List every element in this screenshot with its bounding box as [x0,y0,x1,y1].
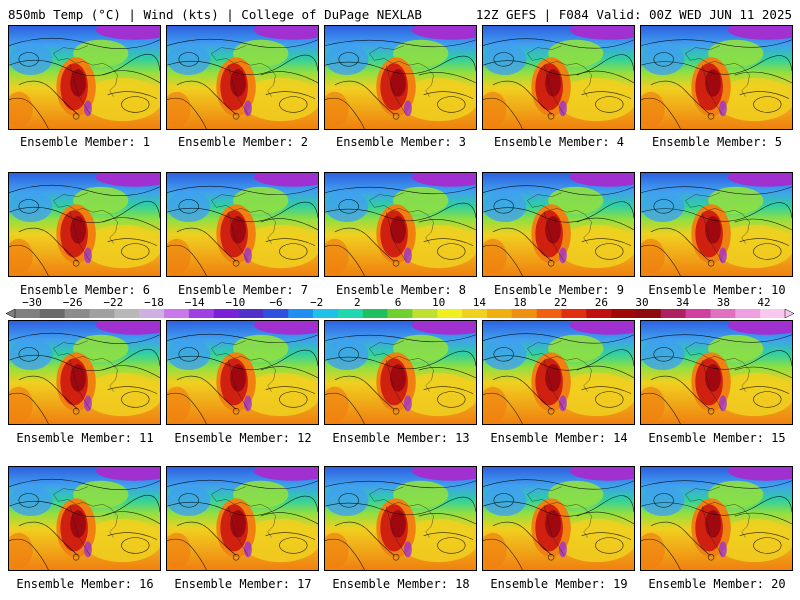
colorbar-swatch [437,309,463,318]
colorbar-swatch [313,309,339,318]
colorbar-swatch [511,309,537,318]
ensemble-member-label: Ensemble Member: 6 [19,283,151,297]
ensemble-member-label: Ensemble Member: 17 [174,577,312,591]
ensemble-map-panel [482,320,635,425]
ensemble-map-panel [640,466,793,571]
colorbar-swatch [39,309,65,318]
ensemble-member-label: Ensemble Member: 4 [493,135,625,149]
colorbar-swatch [238,309,264,318]
ensemble-member-label: Ensemble Member: 18 [332,577,470,591]
colorbar-swatch [263,309,289,318]
colorbar-swatch [710,309,736,318]
colorbar-swatch [114,309,140,318]
colorbar-swatch [213,309,239,318]
ensemble-map-panel [640,172,793,277]
colorbar-swatch [685,309,711,318]
ensemble-map-panel [166,320,319,425]
colorbar-swatch [15,309,41,318]
colorbar-swatch [412,309,438,318]
ensemble-map-panel [324,466,477,571]
colorbar-swatch [735,309,761,318]
colorbar-swatch [337,309,364,318]
colorbar-right-arrow [784,309,794,318]
colorbar-tick-label: −6 [269,296,283,309]
colorbar-tick-label: 26 [594,296,608,309]
colorbar-tick-label: 42 [757,296,771,309]
ensemble-member-label: Ensemble Member: 10 [648,283,786,297]
ensemble-map-panel [640,25,793,130]
ensemble-map-panel [640,320,793,425]
ensemble-map-panel [8,172,161,277]
colorbar-swatch [536,309,562,318]
colorbar-tick-label: 30 [635,296,649,309]
colorbar-tick-label: 2 [354,296,361,309]
colorbar-tick-label: −26 [62,296,83,309]
map-title: 850mb Temp (°C) | Wind (kts) | College o… [8,7,422,22]
ensemble-member-label: Ensemble Member: 19 [490,577,628,591]
ensemble-map-panel [482,172,635,277]
colorbar-tick-label: 34 [676,296,690,309]
ensemble-member-label: Ensemble Member: 16 [16,577,154,591]
ensemble-map-panel [324,320,477,425]
colorbar-swatch [611,309,637,318]
colorbar-swatch [288,309,314,318]
colorbar-swatch [586,309,612,318]
ensemble-member-label: Ensemble Member: 1 [19,135,151,149]
colorbar-swatch [561,309,587,318]
colorbar-swatch [188,309,215,318]
colorbar-tick-label: −10 [225,296,246,309]
colorbar-swatch [139,309,165,318]
colorbar-swatch [486,309,513,318]
ensemble-member-label: Ensemble Member: 14 [490,431,628,445]
ensemble-member-label: Ensemble Member: 11 [16,431,154,445]
colorbar-tick-label: −30 [22,296,42,309]
ensemble-member-label: Ensemble Member: 20 [648,577,786,591]
ensemble-map-panel [166,172,319,277]
ensemble-member-label: Ensemble Member: 8 [335,283,467,297]
ensemble-map-panel [8,320,161,425]
colorbar-swatch [462,309,488,318]
colorbar-swatch [635,309,662,318]
colorbar-tick-label: 6 [394,296,402,309]
ensemble-map-panel [324,172,477,277]
ensemble-map-panel [8,466,161,571]
colorbar-tick-label: −18 [144,296,164,309]
model-run-info: 12Z GEFS | F084 Valid: 00Z WED JUN 11 20… [475,7,792,22]
colorbar-swatch [760,309,786,318]
colorbar-tick-label: 14 [472,296,486,309]
colorbar-left-arrow [6,309,16,318]
ensemble-member-label: Ensemble Member: 2 [177,135,309,149]
colorbar-tick-label: −2 [310,296,324,309]
colorbar-tick-label: −22 [103,296,124,309]
colorbar-swatch [660,309,686,318]
colorbar-tick-label: 18 [513,296,527,309]
ensemble-map-panel [482,25,635,130]
ensemble-member-label: Ensemble Member: 7 [177,283,309,297]
colorbar-swatch [164,309,190,318]
colorbar-tick-label: 22 [554,296,568,309]
colorbar-swatch [387,309,413,318]
ensemble-map-panel [324,25,477,130]
ensemble-map-panel [482,466,635,571]
colorbar-swatch [89,309,115,318]
colorbar-tick-label: 10 [432,296,446,309]
ensemble-member-label: Ensemble Member: 12 [174,431,312,445]
ensemble-member-label: Ensemble Member: 15 [648,431,786,445]
ensemble-member-label: Ensemble Member: 3 [335,135,467,149]
temperature-colorbar [6,309,794,318]
colorbar-swatch [362,309,388,318]
ensemble-map-panel [166,25,319,130]
ensemble-map-panel [166,466,319,571]
ensemble-member-label: Ensemble Member: 9 [493,283,625,297]
ensemble-member-label: Ensemble Member: 13 [332,431,470,445]
colorbar-swatch [64,309,90,318]
ensemble-map-panel [8,25,161,130]
ensemble-member-label: Ensemble Member: 5 [651,135,783,149]
colorbar-tick-label: 38 [716,296,730,309]
colorbar-tick-label: −14 [184,296,205,309]
